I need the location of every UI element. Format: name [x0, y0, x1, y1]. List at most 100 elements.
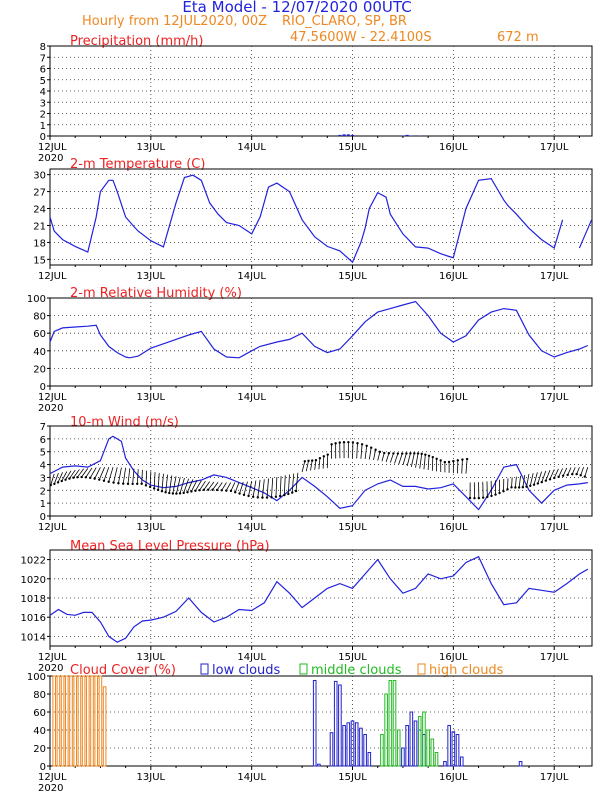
- wind-arrow: [512, 477, 513, 487]
- temp-ytick-label: 15: [33, 255, 46, 266]
- wind-arrow-head: [252, 496, 254, 498]
- wind-arrow-head: [545, 479, 547, 481]
- precip-xtick-label: 15JUL: [338, 142, 367, 153]
- wind-arrow: [424, 455, 425, 470]
- wind-arrow: [568, 468, 571, 475]
- wind-arrow: [306, 461, 308, 471]
- wind-arrow-head: [243, 494, 245, 496]
- wind-arrow-head: [452, 460, 454, 462]
- legend-low-swatch: [201, 664, 208, 674]
- temp-ytick-label: 27: [33, 188, 46, 199]
- rh-panel-title: 2-m Relative Humidity (%): [70, 286, 242, 301]
- rh-xtick-label: 14JUL: [237, 392, 266, 403]
- wind-arrow-head: [562, 475, 564, 477]
- wind-arrow-head: [275, 496, 277, 498]
- temp-xtick-label: 17JUL: [540, 271, 569, 282]
- wind-arrow-head: [145, 484, 147, 486]
- wind-arrow-head: [579, 474, 581, 476]
- wind-xtick-label: 14JUL: [237, 522, 266, 533]
- rh-series-line: [50, 302, 588, 358]
- low-cloud-bar: [406, 726, 409, 767]
- wind-arrow-head: [179, 492, 181, 494]
- cloud-frame: [50, 676, 592, 766]
- low-cloud-bar: [347, 723, 350, 766]
- wind-arrow-head: [343, 441, 345, 443]
- wind-arrow: [104, 467, 109, 481]
- wind-arrow-head: [537, 482, 539, 484]
- cloud-xtick-label: 15JUL: [338, 772, 367, 783]
- wind-arrow: [217, 482, 222, 489]
- wind-arrow-head: [311, 459, 313, 461]
- wind-arrow: [99, 467, 104, 479]
- wind-arrow-head: [334, 442, 336, 444]
- low-cloud-bar: [313, 681, 316, 767]
- middle-cloud-bar: [393, 681, 396, 767]
- wind-arrow: [378, 452, 380, 461]
- wind-arrow-head: [68, 477, 70, 479]
- cloud-ytick-label: 40: [33, 726, 46, 737]
- wind-arrow-head: [457, 459, 459, 461]
- wind-arrow-head: [498, 492, 500, 494]
- rh-xtick-label: 13JUL: [137, 392, 166, 403]
- wind-arrow: [226, 483, 230, 491]
- wind-arrow-head: [279, 495, 281, 497]
- wind-arrow-head: [557, 476, 559, 478]
- wind-arrow: [272, 478, 273, 497]
- high-cloud-bar: [78, 676, 81, 766]
- wind-arrow: [213, 482, 218, 489]
- low-cloud-bar: [519, 762, 522, 767]
- wind-arrow-head: [216, 489, 218, 491]
- wind-arrow: [180, 478, 184, 493]
- precip-bar: [347, 134, 350, 136]
- wind-arrow: [386, 453, 389, 462]
- cloud-ytick-label: 100: [27, 672, 46, 683]
- wind-arrow-head: [283, 494, 285, 496]
- wind-arrow: [527, 474, 529, 487]
- wind-arrow-head: [473, 497, 475, 499]
- wind-arrow: [361, 444, 362, 458]
- wind-xtick-label: 13JUL: [137, 522, 166, 533]
- wind-arrow-head: [421, 453, 423, 455]
- wind-arrow-head: [361, 443, 363, 445]
- wind-arrow: [276, 477, 277, 497]
- cloud-year-label: 2020: [38, 783, 63, 792]
- wind-ytick-label: 1: [40, 499, 46, 510]
- wind-arrow-head: [566, 474, 568, 476]
- wind-arrow-head: [388, 452, 390, 454]
- wind-arrow: [519, 476, 520, 488]
- rh-year-label: 2020: [38, 403, 63, 414]
- wind-arrow: [428, 456, 429, 470]
- low-cloud-bar: [355, 723, 358, 766]
- low-cloud-bar: [402, 748, 405, 766]
- wind-arrow-head: [183, 492, 185, 494]
- wind-arrow: [231, 482, 235, 490]
- wind-arrow-head: [153, 487, 155, 489]
- wind-arrow: [162, 474, 164, 491]
- wind-arrow: [382, 453, 384, 461]
- wind-arrow-head: [323, 455, 325, 457]
- wind-arrow: [374, 450, 376, 460]
- wind-arrow-head: [295, 490, 297, 492]
- wind-arrow-head: [356, 442, 358, 444]
- precip-ytick-label: 3: [40, 98, 46, 109]
- wind-arrow-head: [494, 493, 496, 495]
- low-cloud-bar: [456, 735, 459, 767]
- rh-ytick-label: 20: [33, 364, 46, 375]
- rh-xtick-label: 15JUL: [338, 392, 367, 403]
- wind-arrow-head: [89, 477, 91, 479]
- wind-arrow-head: [409, 452, 411, 454]
- chart-elevation: 672 m: [497, 30, 539, 45]
- chart-location: RIO_CLARO, SP, BR: [282, 14, 407, 29]
- wind-arrow-head: [98, 478, 100, 480]
- legend-middle-swatch: [300, 664, 307, 674]
- wind-arrow-head: [247, 495, 249, 497]
- wind-arrow-head: [112, 481, 114, 483]
- high-cloud-bar: [99, 676, 102, 766]
- wind-arrow-head: [432, 456, 434, 458]
- high-cloud-bar: [91, 676, 94, 766]
- wind-arrow: [142, 470, 143, 484]
- precip-bar: [410, 135, 413, 136]
- wind-arrow-head: [168, 492, 170, 494]
- wind-arrow-head: [518, 486, 520, 488]
- low-cloud-bar: [339, 685, 342, 766]
